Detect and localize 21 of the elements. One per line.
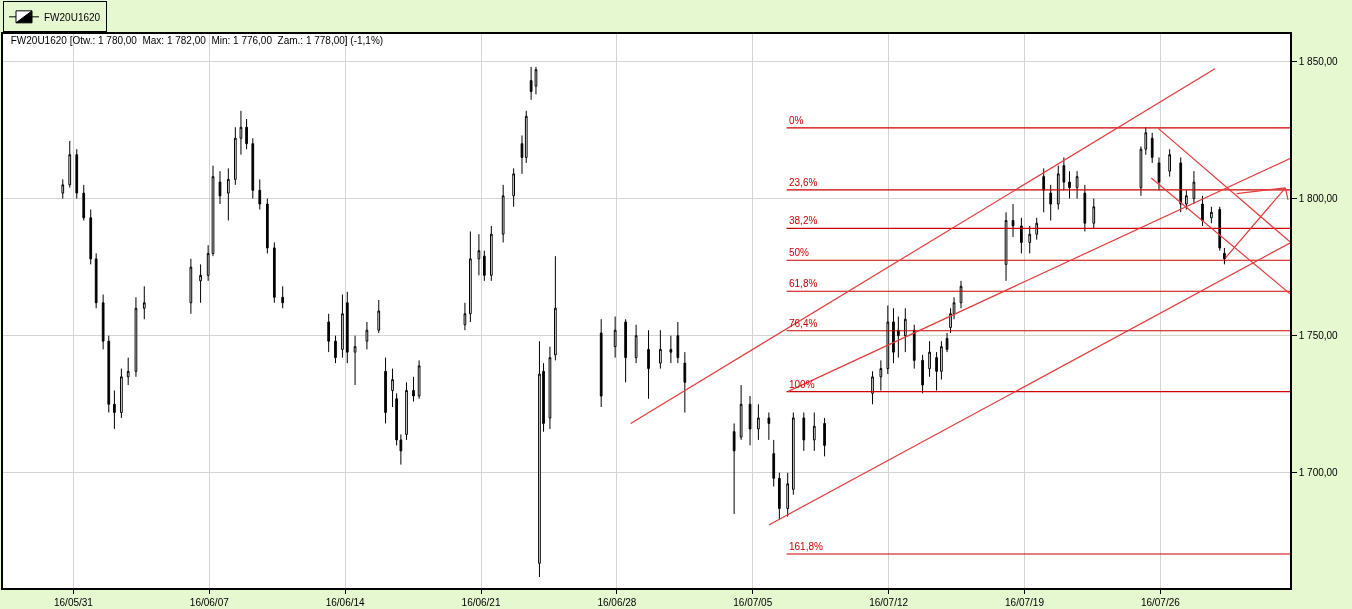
x-tick-label: 16/06/28 xyxy=(597,596,637,608)
series-label: 50% xyxy=(789,247,810,258)
chart-title: FW20U1620 [Otw.: 1 780,00 Max: 1 782,00 Min: 1 776,00 Zam.: 1 778,00] (-1,1%) xyxy=(10,34,384,46)
series-label: 61,8% xyxy=(789,278,818,289)
series-label: 23,6% xyxy=(789,177,818,188)
series-label: 38,2% xyxy=(789,215,818,226)
y-tick-label: 1 700,00 xyxy=(1298,467,1339,479)
y-tick-label: 1 850,00 xyxy=(1298,55,1339,67)
legend-label: FW20U1620 xyxy=(44,11,101,23)
y-tick-label: 1 750,00 xyxy=(1298,330,1339,342)
series-label: 0% xyxy=(789,115,804,126)
x-tick-label: 16/06/07 xyxy=(189,596,230,608)
y-tick-label: 1 800,00 xyxy=(1298,193,1339,205)
x-tick-label: 16/07/12 xyxy=(869,596,909,608)
x-tick-label: 16/06/21 xyxy=(461,596,501,608)
x-tick-label: 16/06/14 xyxy=(325,596,366,608)
x-tick-label: 16/05/31 xyxy=(53,596,94,608)
x-tick-label: 16/07/19 xyxy=(1005,596,1045,608)
series-label: 161,8% xyxy=(789,541,824,552)
x-tick-label: 16/07/26 xyxy=(1140,596,1181,608)
x-tick-label: 16/07/05 xyxy=(733,596,773,608)
